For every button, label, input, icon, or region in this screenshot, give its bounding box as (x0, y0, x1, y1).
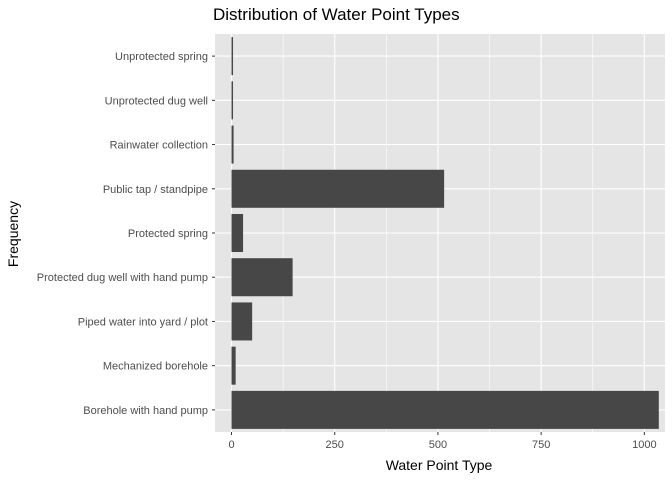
y-tick-label: Piped water into yard / plot (78, 316, 208, 328)
y-tick-label: Public tap / standpipe (103, 184, 208, 196)
bar (231, 213, 244, 253)
y-tick-label: Protected spring (128, 228, 208, 240)
bar (231, 125, 234, 164)
x-tick-label: 1000 (632, 439, 656, 451)
y-tick-label: Unprotected spring (115, 51, 208, 63)
x-tick-label: 250 (326, 439, 344, 451)
y-axis-title: Frequency (5, 201, 21, 267)
bars (231, 37, 659, 429)
x-axis: 0 250 500 750 1000 (228, 432, 657, 451)
x-axis-title: Water Point Type (386, 457, 493, 473)
bar (231, 346, 236, 385)
y-tick-label: Rainwater collection (110, 140, 208, 152)
y-tick-label: Protected dug well with hand pump (37, 272, 208, 284)
x-tick-label: 0 (228, 439, 234, 451)
y-axis: Borehole with hand pump Mechanized boreho… (37, 51, 215, 417)
chart-title: Distribution of Water Point Types (213, 5, 460, 24)
y-tick-label: Unprotected dug well (105, 95, 208, 107)
bar (231, 81, 234, 120)
x-tick-label: 750 (532, 439, 550, 451)
bar (231, 390, 659, 429)
y-tick-label: Mechanized borehole (103, 361, 208, 373)
bar (231, 169, 445, 208)
bar (231, 302, 253, 341)
bar (231, 258, 293, 297)
y-tick-label: Borehole with hand pump (83, 405, 208, 417)
bar (231, 37, 234, 76)
x-tick-label: 500 (429, 439, 447, 451)
